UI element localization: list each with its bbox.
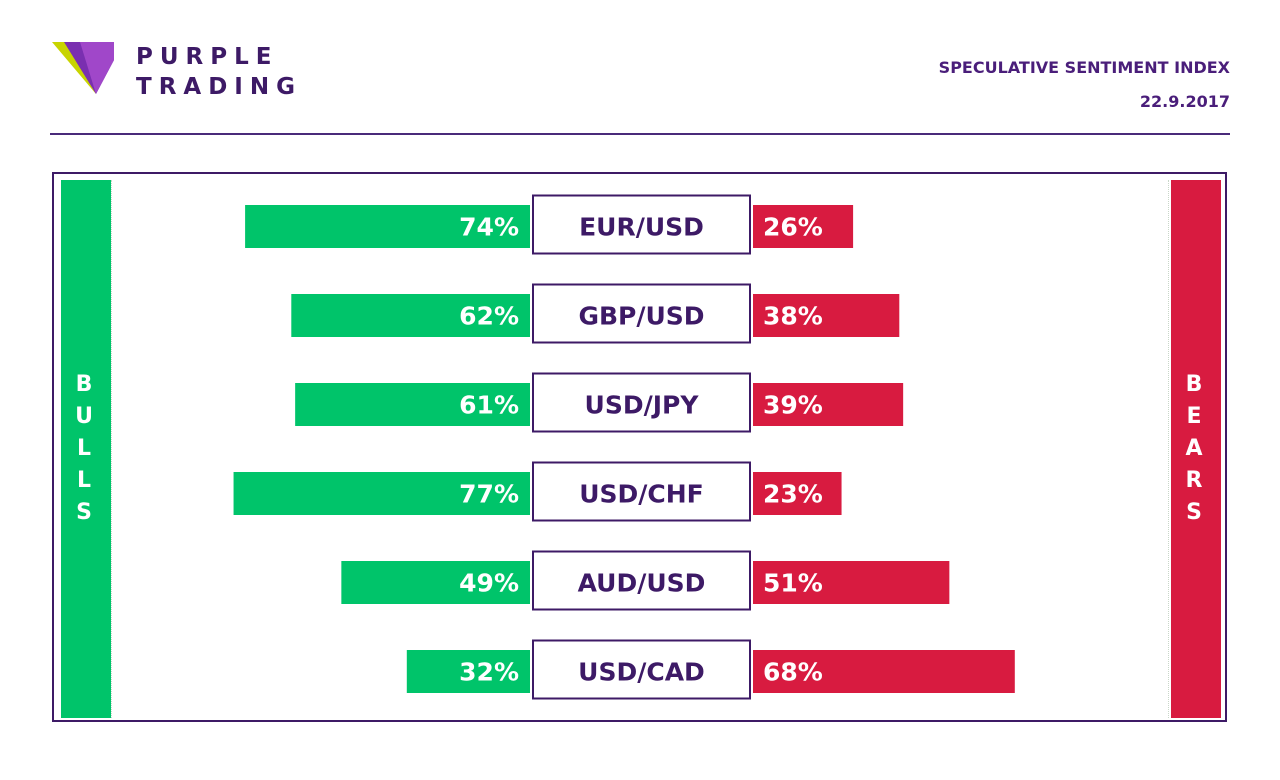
bull-value-label: 74% xyxy=(459,213,519,242)
bear-value-label: 39% xyxy=(763,391,823,420)
page-title: SPECULATIVE SENTIMENT INDEX xyxy=(938,58,1230,77)
bears-side-bar: BEARS xyxy=(1171,180,1221,718)
bear-bar xyxy=(753,294,900,337)
bears-label: BEARS xyxy=(1185,372,1207,525)
pair-label-box xyxy=(532,550,751,611)
pair-label: EUR/USD xyxy=(579,213,704,242)
bull-bar xyxy=(341,561,530,604)
pair-label-box xyxy=(532,372,751,433)
bull-value-label: 61% xyxy=(459,391,519,420)
header-divider xyxy=(50,133,1230,135)
pair-label: USD/JPY xyxy=(585,391,700,420)
pair-label-box xyxy=(532,194,751,255)
pair-label: GBP/USD xyxy=(578,302,704,331)
report-date: 22.9.2017 xyxy=(1139,92,1230,111)
pair-label-box xyxy=(532,461,751,522)
brand-line-1: PURPLE xyxy=(136,44,279,70)
bull-bar xyxy=(295,383,530,426)
bull-bar xyxy=(291,294,530,337)
bear-value-label: 26% xyxy=(763,213,823,242)
pair-label: USD/CHF xyxy=(579,480,704,509)
bulls-label: BULLS xyxy=(75,372,97,525)
bulls-side-bar: BULLS xyxy=(61,180,111,718)
bear-bar xyxy=(753,205,854,248)
pair-label: USD/CAD xyxy=(578,658,705,687)
brand-name: PURPLE TRADING xyxy=(136,42,302,102)
pair-label-box xyxy=(532,283,751,344)
chart-frame xyxy=(52,172,1227,722)
bull-value-label: 49% xyxy=(459,569,519,598)
bear-value-label: 68% xyxy=(763,658,823,687)
bears-divider-line xyxy=(1168,180,1169,718)
bull-bar xyxy=(233,472,531,515)
purple-trading-logo-icon xyxy=(52,42,114,94)
bull-bar xyxy=(406,650,530,693)
brand-line-2: TRADING xyxy=(136,74,302,100)
bull-value-label: 32% xyxy=(459,658,519,687)
bull-bar xyxy=(245,205,530,248)
bear-value-label: 38% xyxy=(763,302,823,331)
bull-value-label: 62% xyxy=(459,302,519,331)
pair-label: AUD/USD xyxy=(578,569,706,598)
bulls-divider-line xyxy=(111,180,112,718)
pair-label-box xyxy=(532,639,751,700)
bear-bar xyxy=(753,383,904,426)
bear-bar xyxy=(753,472,842,515)
bear-value-label: 23% xyxy=(763,480,823,509)
bear-bar xyxy=(753,650,1015,693)
bear-bar xyxy=(753,561,950,604)
bull-value-label: 77% xyxy=(459,480,519,509)
bear-value-label: 51% xyxy=(763,569,823,598)
